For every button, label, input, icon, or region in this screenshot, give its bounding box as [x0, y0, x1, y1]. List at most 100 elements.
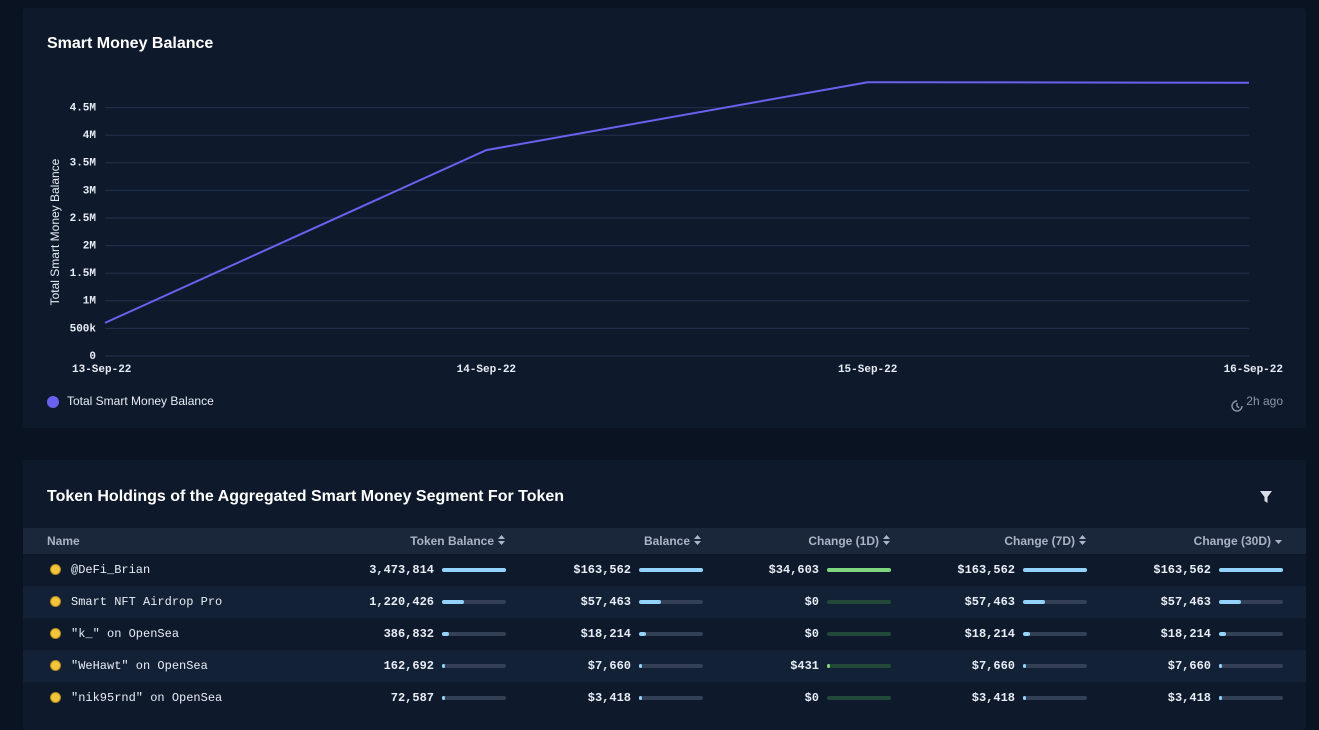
bar-track	[1219, 632, 1283, 636]
table-title: Token Holdings of the Aggregated Smart M…	[47, 488, 565, 505]
value-cell: 386,832	[383, 627, 434, 641]
y-tick-label: 1.5M	[70, 268, 97, 280]
bar-track	[1023, 632, 1087, 636]
bar-track	[827, 664, 891, 668]
line	[104, 81, 1250, 324]
value-cell: $0	[804, 595, 819, 609]
column-header[interactable]: Change (1D)	[808, 534, 879, 548]
value-cell: $431	[790, 659, 819, 673]
bar-track	[827, 696, 891, 700]
x-tick-label: 15-Sep-22	[838, 364, 897, 376]
column-header[interactable]: Change (7D)	[1004, 534, 1075, 548]
bar	[1023, 600, 1046, 604]
value-cell: 3,473,814	[369, 563, 434, 577]
bar-track	[442, 568, 506, 572]
bar	[827, 568, 891, 572]
value-cell: $7,660	[587, 659, 631, 673]
bar-track	[639, 600, 703, 604]
table-row: "nik95rnd" on OpenSea 72,587 $3,418 $0 $3,41…	[23, 682, 1306, 714]
page: Smart Money Balance 0 500k 1M 1.5M 2M 2.5M 3M 3…	[23, 8, 1306, 705]
value-cell: $57,463	[1160, 595, 1211, 609]
x-tick-label: 13-Sep-22	[72, 364, 131, 376]
bar-track	[1219, 696, 1283, 700]
y-tick-label: 0	[89, 351, 96, 363]
filter-icon[interactable]	[1259, 490, 1273, 504]
refresh-icon	[1231, 400, 1243, 412]
bar-track	[1023, 600, 1087, 604]
bar	[442, 696, 445, 700]
value-cell: $18,214	[964, 627, 1015, 641]
bar	[1219, 696, 1222, 700]
table-row: "k_" on OpenSea 386,832 $18,214 $0 $18,214 $1…	[23, 618, 1306, 650]
y-tick-label: 4M	[83, 130, 97, 142]
bar-track	[442, 696, 506, 700]
sort-icon[interactable]	[693, 534, 702, 546]
bar	[1023, 696, 1026, 700]
y-tick-label: 2M	[83, 241, 97, 253]
bar-track	[639, 664, 703, 668]
bar	[442, 600, 465, 604]
column-header[interactable]: Change (30D)	[1193, 534, 1271, 548]
updated-label: 2h ago	[1246, 394, 1283, 408]
value-cell: $18,214	[1160, 627, 1211, 641]
bar-track	[1023, 664, 1087, 668]
bar-track	[827, 568, 891, 572]
bar	[1023, 632, 1031, 636]
bar-track	[639, 568, 703, 572]
bar-track	[442, 600, 506, 604]
sort-icon[interactable]	[882, 534, 891, 546]
chart-title: Smart Money Balance	[47, 35, 214, 52]
value-cell: $18,214	[580, 627, 631, 641]
bar-track	[639, 696, 703, 700]
bar-track	[1219, 568, 1283, 572]
bar-track	[1023, 568, 1087, 572]
bar	[1219, 568, 1283, 572]
bar	[442, 632, 450, 636]
column-header[interactable]: Token Balance	[410, 534, 494, 548]
chart-panel: Smart Money Balance 0 500k 1M 1.5M 2M 2.5M 3M 3…	[23, 8, 1306, 428]
value-cell: $7,660	[1167, 659, 1211, 673]
column-header[interactable]: Name	[47, 534, 80, 548]
bar	[1219, 600, 1242, 604]
value-cell: $0	[804, 627, 819, 641]
table: Name Token Balance Balance Change (1D) Chang…	[23, 528, 1306, 730]
y-tick-label: 3.5M	[70, 158, 97, 170]
name-cell: "k_" on OpenSea	[71, 627, 180, 641]
bar	[639, 664, 642, 668]
y-tick-label: 1M	[83, 296, 97, 308]
y-axis-label: Total Smart Money Balance	[48, 158, 62, 305]
bar-track	[442, 664, 506, 668]
bar	[639, 568, 703, 572]
bar-track	[827, 632, 891, 636]
avatar-icon	[50, 692, 61, 703]
sort-icon[interactable]	[1078, 534, 1087, 546]
bar	[442, 568, 506, 572]
value-cell: $0	[804, 691, 819, 705]
value-cell: $3,418	[587, 691, 631, 705]
value-cell: 1,220,426	[369, 595, 434, 609]
value-cell: 162,692	[383, 659, 434, 673]
value-cell: $7,660	[971, 659, 1015, 673]
bar-track	[639, 632, 703, 636]
value-cell: $163,562	[573, 563, 631, 577]
value-cell: $3,418	[971, 691, 1015, 705]
x-tick-label: 14-Sep-22	[457, 364, 516, 376]
value-cell: 72,587	[390, 691, 434, 705]
name-cell: "nik95rnd" on OpenSea	[71, 691, 223, 705]
bar	[639, 696, 642, 700]
chart: 0 500k 1M 1.5M 2M 2.5M 3M 3.5M 4M 4.5M Total Smart…	[47, 81, 1283, 412]
avatar-icon	[50, 564, 61, 575]
table-row: Smart NFT Airdrop Pro 1,220,426 $57,463 $0 $…	[23, 586, 1306, 618]
sort-icon[interactable]	[1274, 534, 1283, 546]
bar-track	[1219, 600, 1283, 604]
bar	[442, 664, 445, 668]
bar	[827, 664, 830, 668]
bar-track	[1219, 664, 1283, 668]
bar	[639, 600, 662, 604]
value-cell: $163,562	[1153, 563, 1211, 577]
legend-marker	[47, 396, 59, 408]
y-tick-label: 4.5M	[70, 103, 97, 115]
column-header[interactable]: Balance	[643, 534, 690, 548]
bar	[1219, 632, 1227, 636]
sort-icon[interactable]	[497, 534, 506, 546]
